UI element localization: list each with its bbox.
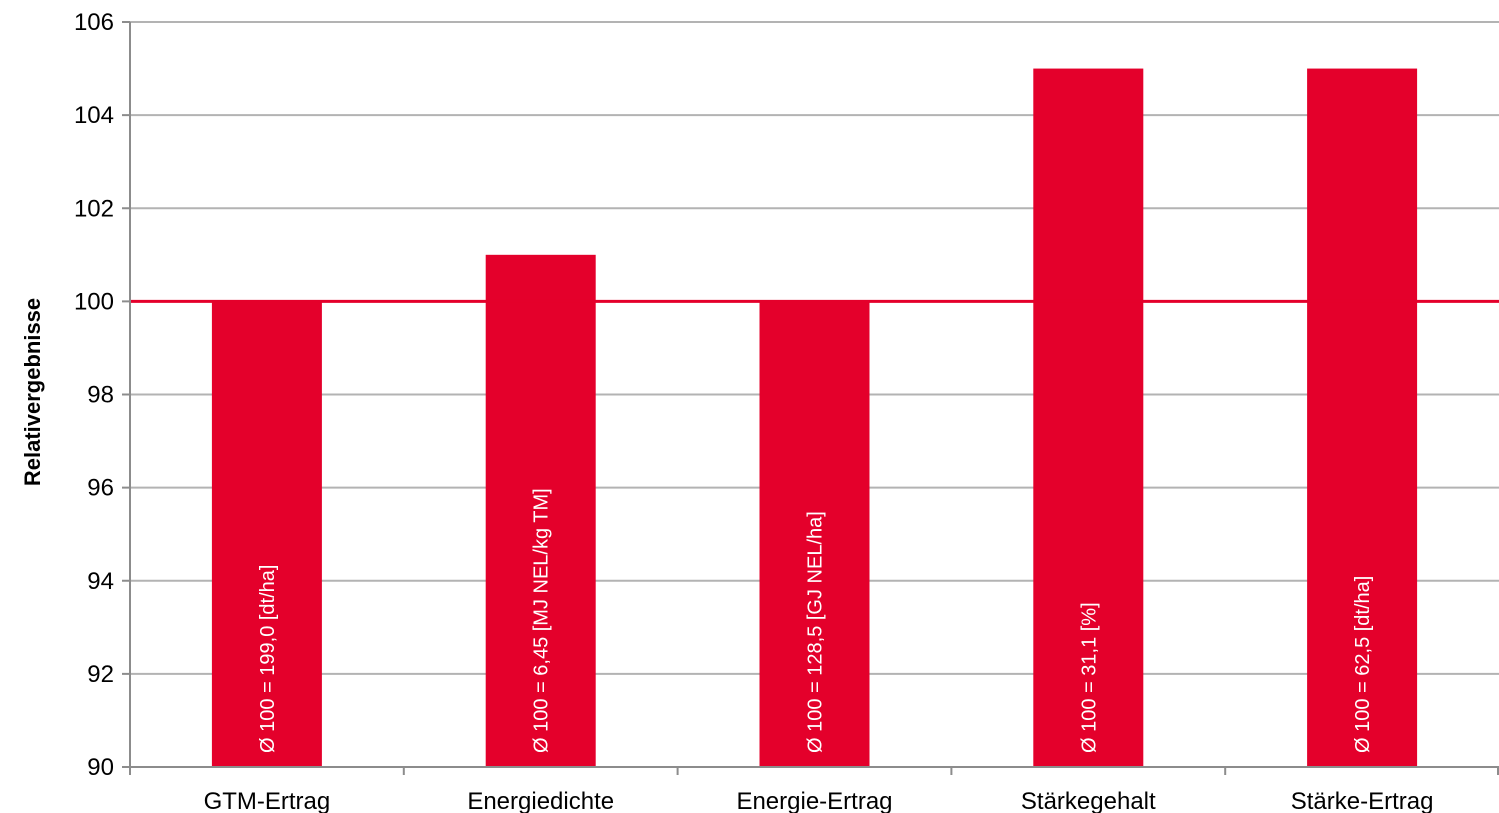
bar — [759, 301, 870, 767]
bar-data-label: Ø 100 = 6,45 [MJ NEL/kg TM] — [531, 488, 553, 753]
bar — [1033, 68, 1144, 767]
x-category-label: GTM-Ertrag — [204, 788, 331, 813]
y-tick-label: 94 — [87, 568, 114, 595]
y-tick-label: 100 — [74, 288, 114, 315]
bar — [211, 301, 322, 767]
y-tick-label: 102 — [74, 195, 114, 222]
y-tick-label: 106 — [74, 9, 114, 36]
y-tick-label: 104 — [74, 102, 114, 129]
bar-data-label: Ø 100 = 62,5 [dt/ha] — [1352, 576, 1374, 753]
x-category-label: Stärkegehalt — [1021, 788, 1156, 813]
x-category-label: Energiedichte — [467, 788, 614, 813]
labels: 90 92 94 96 98 100 102 104 106 GTM-Ertrag Ø 100 = … — [74, 9, 1434, 813]
bar-data-label: Ø 100 = 199,0 [dt/ha] — [257, 565, 279, 753]
bar-data-label: Ø 100 = 128,5 [GJ NEL/ha] — [805, 511, 827, 753]
bar-data-label: Ø 100 = 31,1 [%] — [1078, 602, 1100, 753]
axes — [122, 21, 1499, 775]
bar — [1307, 68, 1418, 767]
y-tick-label: 96 — [87, 475, 114, 502]
bars — [211, 68, 1418, 767]
y-tick-label: 92 — [87, 661, 114, 688]
y-tick-label: 90 — [87, 754, 114, 781]
y-axis-title: Relativergebnisse — [20, 298, 45, 486]
x-category-label: Energie-Ertrag — [736, 788, 892, 813]
y-tick-label: 98 — [87, 382, 114, 409]
bar — [485, 254, 596, 767]
x-category-label: Stärke-Ertrag — [1291, 788, 1434, 813]
